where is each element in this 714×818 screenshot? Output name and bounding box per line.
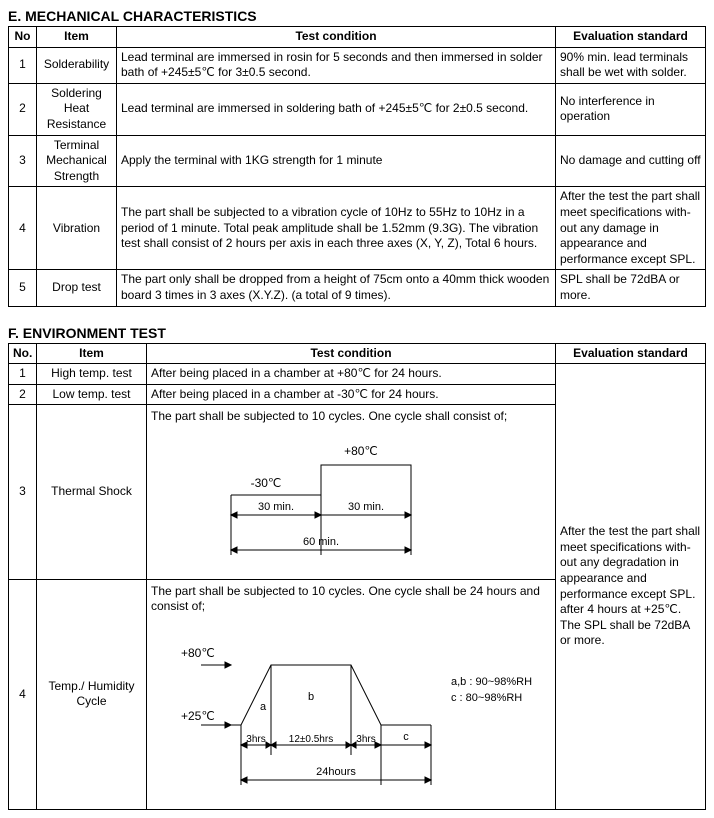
humidity-note1: a,b : 90~98%RH [451, 676, 532, 688]
mech-title: E. MECHANICAL CHARACTERISTICS [8, 8, 706, 24]
mech-h-item: Item [37, 27, 117, 48]
table-row: 5 Drop test The part only shall be dropp… [9, 270, 706, 306]
cell-no: 4 [9, 579, 37, 809]
thermal-high-label: +80℃ [344, 444, 378, 458]
humidity-t2: 12±0.5hrs [289, 734, 333, 745]
env-table: No. Item Test condition Evaluation stand… [8, 343, 706, 811]
table-row: 3 Terminal Mechanical Strength Apply the… [9, 135, 706, 187]
cell-cond: After being placed in a chamber at -30℃ … [147, 384, 556, 405]
cell-no: 5 [9, 270, 37, 306]
humidity-t1: 3hrs [246, 734, 265, 745]
humidity-high-label: +80℃ [181, 646, 215, 660]
cell-cond: Lead terminal are immersed in rosin for … [117, 47, 556, 83]
cell-eval: SPL shall be 72dBA or more. [556, 270, 706, 306]
humidity-low-label: +25℃ [181, 709, 215, 723]
cell-item: Soldering Heat Resistance [37, 83, 117, 135]
mech-h-cond: Test condition [117, 27, 556, 48]
humidity-b: b [308, 691, 314, 703]
cell-cond: After being placed in a chamber at +80℃ … [147, 364, 556, 385]
thermal-shock-diagram: -30℃ +80℃ 30 min. 30 min. 60 min. [151, 425, 511, 575]
env-h-cond: Test condition [147, 343, 556, 364]
humidity-total: 24hours [316, 766, 356, 778]
cell-cond-thermal: The part shall be subjected to 10 cycles… [147, 405, 556, 580]
cell-no: 1 [9, 47, 37, 83]
humidity-t3: 3hrs [356, 734, 375, 745]
env-h-eval: Evaluation standard [556, 343, 706, 364]
mech-table: No Item Test condition Evaluation standa… [8, 26, 706, 307]
cell-no: 2 [9, 83, 37, 135]
cell-item: Thermal Shock [37, 405, 147, 580]
cell-item: Terminal Mechanical Strength [37, 135, 117, 187]
humidity-note2: c : 80~98%RH [451, 692, 522, 704]
cell-item: Temp./ Humidity Cycle [37, 579, 147, 809]
table-row: 1 High temp. test After being placed in … [9, 364, 706, 385]
cell-cond: The part shall be subjected to a vibrati… [117, 187, 556, 270]
cell-cond-humidity: The part shall be subjected to 10 cycles… [147, 579, 556, 809]
env-h-no: No. [9, 343, 37, 364]
cell-item: Vibration [37, 187, 117, 270]
cell-eval: After the test the part shall meet speci… [556, 364, 706, 810]
env-h-item: Item [37, 343, 147, 364]
cell-item: Drop test [37, 270, 117, 306]
table-row: 1 Solderability Lead terminal are immers… [9, 47, 706, 83]
cell-eval: After the test the part shall meet speci… [556, 187, 706, 270]
cell-eval: No damage and cutting off [556, 135, 706, 187]
cell-eval: 90% min. lead terminals shall be wet wit… [556, 47, 706, 83]
cell-eval: No interference in operation [556, 83, 706, 135]
thermal-total: 60 min. [303, 536, 339, 548]
thermal-low-label: -30℃ [251, 476, 282, 490]
cell-no: 3 [9, 405, 37, 580]
cell-item: Low temp. test [37, 384, 147, 405]
mech-h-eval: Evaluation standard [556, 27, 706, 48]
cell-cond: Apply the terminal with 1KG strength for… [117, 135, 556, 187]
thermal-seg2: 30 min. [348, 501, 384, 513]
cell-no: 4 [9, 187, 37, 270]
humidity-a: a [260, 701, 267, 713]
humidity-intro: The part shall be subjected to 10 cycles… [151, 584, 551, 615]
table-row: 4 Vibration The part shall be subjected … [9, 187, 706, 270]
thermal-seg1: 30 min. [258, 501, 294, 513]
table-row: 2 Soldering Heat Resistance Lead termina… [9, 83, 706, 135]
cell-item: High temp. test [37, 364, 147, 385]
humidity-c: c [403, 731, 409, 743]
thermal-intro: The part shall be subjected to 10 cycles… [151, 409, 551, 425]
humidity-cycle-diagram: +80℃ +25℃ a b c 3hrs 12±0.5hrs 3hrs 24ho… [151, 615, 551, 805]
cell-no: 3 [9, 135, 37, 187]
cell-item: Solderability [37, 47, 117, 83]
cell-cond: Lead terminal are immersed in soldering … [117, 83, 556, 135]
env-title: F. ENVIRONMENT TEST [8, 325, 706, 341]
cell-no: 2 [9, 384, 37, 405]
cell-cond: The part only shall be dropped from a he… [117, 270, 556, 306]
mech-h-no: No [9, 27, 37, 48]
cell-no: 1 [9, 364, 37, 385]
